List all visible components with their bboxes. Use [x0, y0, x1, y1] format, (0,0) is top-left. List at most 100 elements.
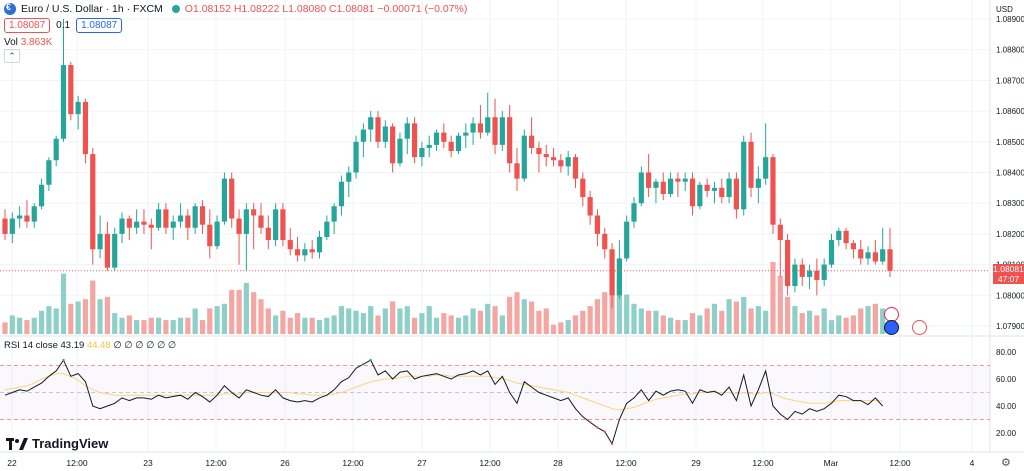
candle [82, 98, 89, 164]
candle [594, 209, 601, 247]
candle-body [273, 209, 279, 241]
candle-body [31, 206, 37, 222]
candle [338, 175, 345, 216]
candle [294, 236, 301, 262]
rsi-tick-label: 60.00 [996, 375, 1017, 384]
rsi-band [0, 365, 990, 420]
volume-bar [594, 299, 601, 334]
rsi-tick-label: 80.00 [996, 348, 1017, 357]
candle-body [316, 236, 323, 253]
candle-body [382, 126, 388, 142]
volume-bar [60, 273, 67, 334]
price-tick-label: 1.07900 [996, 322, 1024, 331]
candle [90, 147, 96, 265]
candle [726, 172, 732, 204]
candle-body [792, 264, 798, 287]
volume-bar [24, 320, 30, 334]
price-tick-label: 1.08800 [996, 46, 1024, 55]
volume-bar [287, 317, 293, 334]
rsi-value: 43.19 [60, 340, 85, 351]
candle [368, 111, 374, 142]
candle-body [97, 233, 103, 250]
candle-body [280, 209, 286, 241]
rsi-overbought-point [369, 358, 372, 362]
volume-bar [177, 317, 184, 334]
candle-body [82, 101, 89, 155]
volume-bar [463, 315, 469, 334]
volume-bar [273, 315, 279, 334]
candle-body [448, 141, 454, 152]
candle [112, 227, 118, 271]
candle [134, 209, 140, 234]
candle [646, 154, 652, 198]
candle-body [353, 141, 359, 173]
candle [463, 123, 469, 148]
rsi-overbought-point [362, 362, 365, 366]
candle [748, 132, 754, 198]
candle-body [324, 221, 330, 237]
candle [880, 227, 886, 265]
volume-bar [134, 320, 140, 334]
candle [75, 95, 81, 130]
time-tick-label: 27 [417, 458, 427, 468]
settings-gear-icon[interactable]: ⚙ [1001, 457, 1011, 469]
volume-bar [543, 308, 549, 334]
candle [31, 203, 37, 228]
volume-name: Vol [4, 37, 18, 48]
candle-body [24, 215, 30, 222]
candle [404, 117, 410, 155]
price-tick-label: 1.08500 [996, 138, 1024, 147]
candle-body [638, 172, 644, 204]
volume-bar [550, 324, 557, 334]
candle-body [331, 206, 337, 222]
candle-body [777, 224, 783, 241]
event-marker-icon[interactable] [884, 320, 899, 335]
buy-button[interactable]: 1.08087 [76, 18, 123, 33]
candle [177, 203, 184, 228]
candle-body [90, 154, 96, 250]
candle-body [653, 181, 659, 188]
candle [148, 218, 154, 250]
candle-body [375, 117, 381, 142]
candle-body [770, 157, 776, 225]
candle-body [38, 184, 45, 207]
candle-body [155, 209, 162, 228]
symbol-title[interactable]: Euro / U.S. Dollar · 1h · FXCM [21, 3, 163, 15]
volume-bar [507, 296, 513, 334]
candle-body [60, 65, 67, 139]
candle-body [221, 178, 228, 222]
candle [492, 98, 498, 155]
ohlc-values: O1.08152 H1.08222 L1.08080 C1.08081 −0.0… [184, 3, 468, 15]
candle-body [397, 138, 403, 164]
candle-body [68, 65, 74, 115]
candle-body [741, 141, 747, 210]
candle [302, 243, 308, 262]
rsi-tick-label: 40.00 [996, 402, 1017, 411]
volume-bar [112, 313, 118, 334]
candle-body [207, 224, 213, 247]
candle-body [470, 123, 476, 133]
volume-bar [777, 275, 783, 334]
candle [119, 212, 125, 244]
candle-body [433, 132, 440, 145]
rsi-legend: RSI 14 close 43.19 44.48 ∅ ∅ ∅ ∅ ∅ ∅ [4, 340, 176, 351]
candle-body [192, 206, 198, 228]
price-tick-label: 1.08700 [996, 76, 1024, 85]
time-tick-label: 29 [691, 458, 701, 468]
candle [609, 243, 615, 308]
candle-body [294, 249, 301, 256]
candle-body [704, 184, 710, 191]
candle-body [872, 252, 878, 262]
collapse-legend-button[interactable]: ⌃ [4, 49, 20, 63]
volume-bar [221, 303, 228, 334]
rsi-line [4, 359, 884, 446]
candle-body [631, 203, 637, 222]
candle-body [104, 233, 110, 268]
candle-body [251, 209, 257, 216]
volume-bar [711, 303, 718, 334]
volume-bar [587, 306, 593, 334]
us-flag-icon[interactable] [912, 320, 927, 335]
volume-bar [192, 308, 198, 334]
sell-button[interactable]: 1.08087 [4, 18, 51, 33]
